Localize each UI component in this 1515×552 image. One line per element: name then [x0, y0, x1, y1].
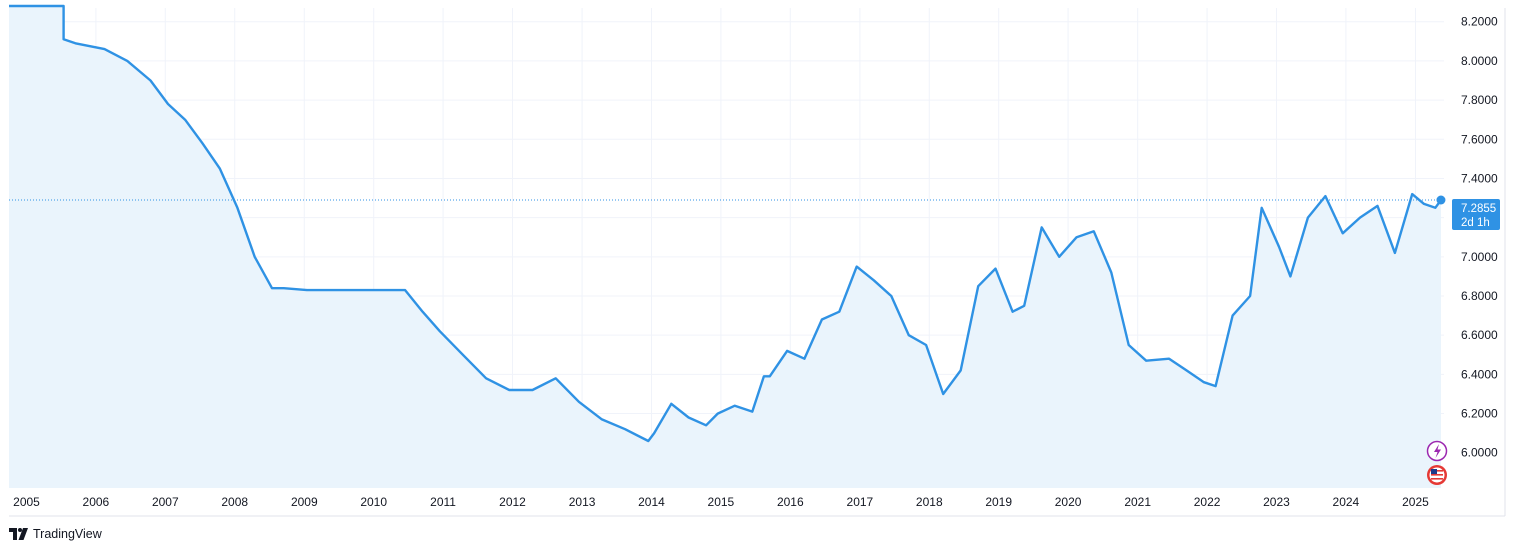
x-tick-label: 2013: [569, 495, 596, 509]
last-price-label: 7.2855 2d 1h: [1452, 199, 1500, 230]
y-tick-label: 8.0000: [1461, 54, 1498, 68]
x-tick-label: 2025: [1402, 495, 1429, 509]
y-tick-label: 7.4000: [1461, 171, 1498, 185]
last-price-value: 7.2855: [1461, 203, 1496, 215]
x-tick-label: 2012: [499, 495, 526, 509]
x-tick-label: 2005: [13, 495, 40, 509]
y-tick-label: 6.8000: [1461, 289, 1498, 303]
x-tick-label: 2020: [1055, 495, 1082, 509]
tradingview-label: TradingView: [33, 527, 102, 541]
last-price-dot: [1436, 195, 1446, 205]
x-tick-label: 2019: [985, 495, 1012, 509]
area-fill: [9, 6, 1441, 488]
x-tick-label: 2006: [83, 495, 110, 509]
y-tick-label: 7.0000: [1461, 250, 1498, 264]
y-tick-label: 6.6000: [1461, 328, 1498, 342]
x-tick-label: 2015: [708, 495, 735, 509]
x-tick-label: 2022: [1194, 495, 1221, 509]
x-tick-label: 2024: [1333, 495, 1360, 509]
y-tick-label: 6.0000: [1461, 446, 1498, 460]
x-tick-label: 2009: [291, 495, 318, 509]
us-flag-icon[interactable]: [1427, 465, 1447, 485]
y-tick-label: 8.2000: [1461, 15, 1498, 29]
x-tick-label: 2014: [638, 495, 665, 509]
x-tick-label: 2011: [430, 495, 456, 509]
x-tick-label: 2008: [221, 495, 248, 509]
countdown-value: 2d 1h: [1461, 217, 1490, 229]
last-price-label-bg: [1452, 199, 1500, 230]
y-tick-label: 7.6000: [1461, 132, 1498, 146]
tradingview-logo[interactable]: TradingView: [9, 527, 102, 541]
series-line[interactable]: [9, 4, 1442, 443]
tradingview-logo-icon: [9, 528, 28, 540]
y-tick-label: 7.8000: [1461, 93, 1498, 107]
x-tick-label: 2018: [916, 495, 943, 509]
x-tick-label: 2010: [360, 495, 387, 509]
x-tick-label: 2023: [1263, 495, 1290, 509]
price-axis[interactable]: 6.00006.20006.40006.60006.80007.00007.20…: [1461, 15, 1498, 460]
time-axis[interactable]: 2005 2006 2007 2008 2009 2010 2011 2012 2013 2014…: [13, 495, 1429, 509]
y-tick-label: 6.4000: [1461, 367, 1498, 381]
x-tick-label: 2021: [1124, 495, 1151, 509]
x-tick-label: 2016: [777, 495, 804, 509]
x-tick-label: 2017: [847, 495, 874, 509]
x-tick-label: 2007: [152, 495, 179, 509]
y-tick-label: 6.2000: [1461, 407, 1498, 421]
lightning-icon[interactable]: [1426, 440, 1448, 462]
